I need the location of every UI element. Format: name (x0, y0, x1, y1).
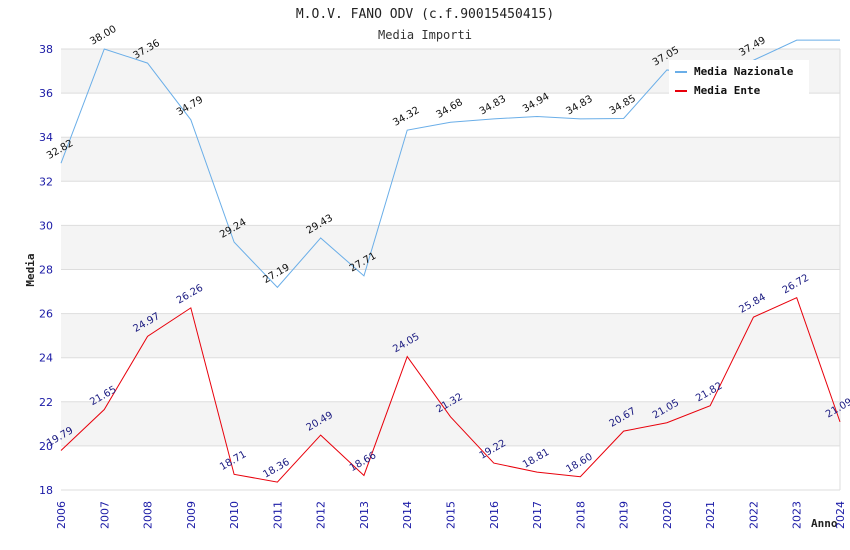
x-tick-label: 2011 (271, 501, 284, 529)
y-tick-label: 30 (39, 219, 53, 232)
x-tick-label: 2016 (488, 501, 501, 529)
x-tick-labels: 2006 2007 2008 2009 2010 2011 2012 2013 2014 2015… (55, 501, 847, 529)
background-band (61, 269, 840, 314)
chart-title: M.O.V. FANO ODV (c.f.90015450415) (296, 7, 554, 22)
data-label-media-nazionale: 38.00 (88, 24, 118, 48)
background-band (61, 93, 840, 138)
x-tick-label: 2019 (618, 501, 631, 529)
background-band (61, 445, 840, 490)
x-tick-label: 2015 (445, 501, 458, 529)
legend-label-media-ente: Media Ente (694, 84, 761, 97)
y-axis-label: Media (24, 253, 37, 286)
y-tick-label: 20 (39, 440, 53, 453)
y-tick-label: 32 (39, 175, 53, 188)
y-tick-label: 24 (39, 352, 53, 365)
x-tick-label: 2023 (791, 501, 804, 529)
y-tick-labels: 18 20 22 24 26 28 30 32 34 36 38 (39, 43, 53, 497)
x-tick-label: 2007 (98, 501, 111, 529)
x-tick-label: 2006 (55, 501, 68, 529)
legend: Media Nazionale Media Ente (669, 60, 809, 97)
background-band (61, 225, 840, 270)
x-tick-label: 2012 (315, 501, 328, 529)
x-tick-label: 2014 (401, 501, 414, 529)
background-band (61, 401, 840, 446)
x-tick-label: 2020 (661, 501, 674, 529)
y-tick-label: 26 (39, 308, 53, 321)
plot-background-bands (61, 49, 840, 490)
chart-subtitle: Media Importi (378, 28, 472, 42)
x-tick-label: 2021 (704, 501, 717, 529)
x-axis-label: Anno (811, 517, 838, 530)
x-tick-label: 2022 (747, 501, 760, 529)
background-band (61, 181, 840, 226)
y-tick-label: 22 (39, 396, 53, 409)
y-tick-label: 36 (39, 87, 53, 100)
x-tick-label: 2017 (531, 501, 544, 529)
legend-label-media-nazionale: Media Nazionale (694, 65, 794, 78)
y-tick-label: 34 (39, 131, 53, 144)
x-tick-label: 2013 (358, 501, 371, 529)
background-band (61, 137, 840, 182)
x-tick-label: 2009 (185, 501, 198, 529)
x-tick-label: 2018 (574, 501, 587, 529)
y-tick-label: 18 (39, 484, 53, 497)
x-tick-label: 2010 (228, 501, 241, 529)
legend-box (669, 60, 809, 96)
series-line-media-ente (60, 297, 841, 483)
background-band (61, 357, 840, 402)
grid-lines (61, 48, 841, 491)
x-tick-label: 2024 (834, 501, 847, 529)
background-band (61, 313, 840, 358)
y-tick-label: 28 (39, 264, 53, 277)
x-tick-label: 2008 (142, 501, 155, 529)
y-tick-label: 38 (39, 43, 53, 56)
